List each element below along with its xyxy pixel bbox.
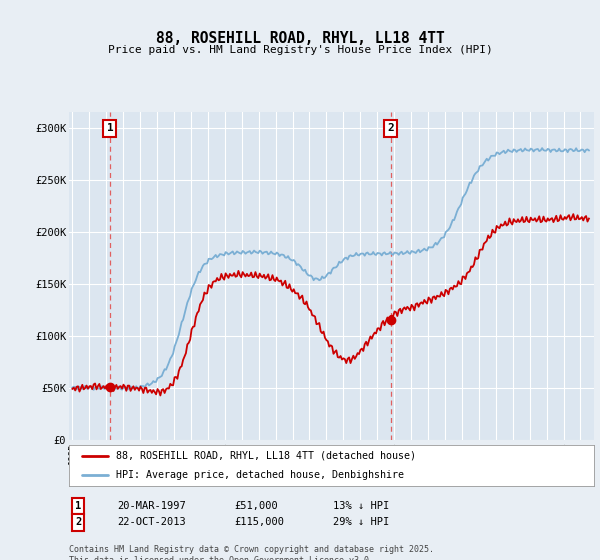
Text: Price paid vs. HM Land Registry's House Price Index (HPI): Price paid vs. HM Land Registry's House … bbox=[107, 45, 493, 55]
Text: 2: 2 bbox=[388, 123, 394, 133]
Text: 1: 1 bbox=[107, 123, 113, 133]
Text: 88, ROSEHILL ROAD, RHYL, LL18 4TT: 88, ROSEHILL ROAD, RHYL, LL18 4TT bbox=[155, 31, 445, 45]
Text: £51,000: £51,000 bbox=[234, 501, 278, 511]
Text: 88, ROSEHILL ROAD, RHYL, LL18 4TT (detached house): 88, ROSEHILL ROAD, RHYL, LL18 4TT (detac… bbox=[116, 451, 416, 461]
Text: £115,000: £115,000 bbox=[234, 517, 284, 528]
Text: 2: 2 bbox=[75, 517, 81, 528]
Text: HPI: Average price, detached house, Denbighshire: HPI: Average price, detached house, Denb… bbox=[116, 470, 404, 480]
Text: 29% ↓ HPI: 29% ↓ HPI bbox=[333, 517, 389, 528]
Text: 22-OCT-2013: 22-OCT-2013 bbox=[117, 517, 186, 528]
Text: 13% ↓ HPI: 13% ↓ HPI bbox=[333, 501, 389, 511]
Text: Contains HM Land Registry data © Crown copyright and database right 2025.
This d: Contains HM Land Registry data © Crown c… bbox=[69, 545, 434, 560]
Text: 1: 1 bbox=[75, 501, 81, 511]
Text: 20-MAR-1997: 20-MAR-1997 bbox=[117, 501, 186, 511]
